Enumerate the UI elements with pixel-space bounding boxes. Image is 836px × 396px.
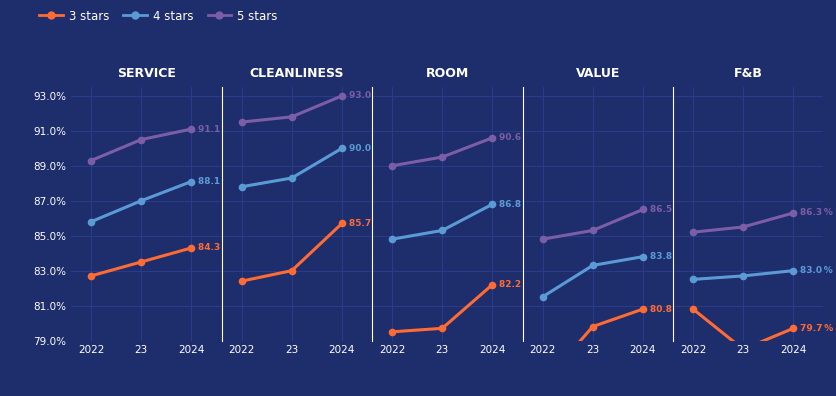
Title: F&B: F&B — [734, 67, 762, 80]
Text: 80.8 %: 80.8 % — [650, 305, 682, 314]
Title: VALUE: VALUE — [575, 67, 620, 80]
Text: 86.5 %: 86.5 % — [650, 205, 683, 214]
Text: 90.0 %: 90.0 % — [349, 144, 381, 153]
Title: CLEANLINESS: CLEANLINESS — [249, 67, 344, 80]
Text: 93.0 %: 93.0 % — [349, 91, 382, 100]
Text: 79.7 %: 79.7 % — [800, 324, 833, 333]
Text: 88.1 %: 88.1 % — [198, 177, 232, 186]
Text: 86.8 %: 86.8 % — [499, 200, 533, 209]
Text: 85.7 %: 85.7 % — [349, 219, 382, 228]
Legend: 3 stars, 4 stars, 5 stars: 3 stars, 4 stars, 5 stars — [39, 10, 278, 23]
Title: SERVICE: SERVICE — [117, 67, 176, 80]
Text: 90.6 %: 90.6 % — [499, 133, 533, 142]
Text: 82.2 %: 82.2 % — [499, 280, 533, 289]
Title: ROOM: ROOM — [426, 67, 469, 80]
Text: 84.3 %: 84.3 % — [198, 244, 232, 252]
Text: 83.8 %: 83.8 % — [650, 252, 683, 261]
Text: 91.1 %: 91.1 % — [198, 125, 232, 133]
Text: 83.0 %: 83.0 % — [800, 266, 833, 275]
Text: 86.3 %: 86.3 % — [800, 208, 833, 217]
